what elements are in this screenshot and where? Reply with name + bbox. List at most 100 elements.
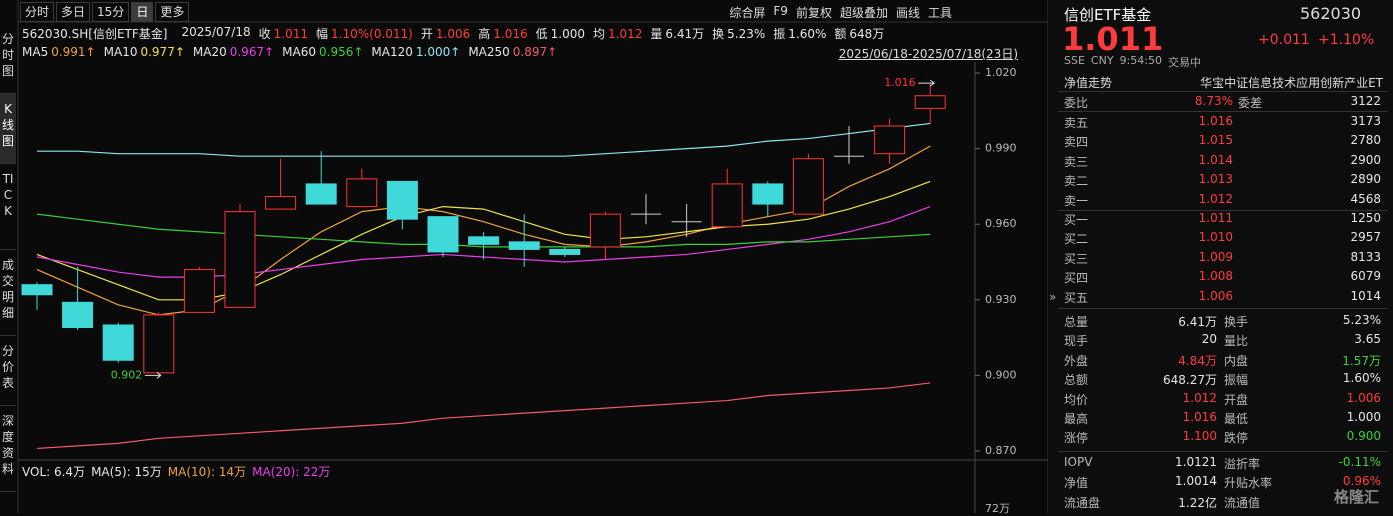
y-tick-label: 0.960 xyxy=(985,217,1017,230)
stat-label: 总量 xyxy=(1064,315,1089,329)
ma-value: 0.897↑ xyxy=(512,45,558,59)
book-volume: 3173 xyxy=(1350,114,1381,128)
info-item: 额 648万 xyxy=(834,25,884,42)
candle-body xyxy=(792,158,824,215)
book-volume: 4568 xyxy=(1350,191,1381,206)
book-volume: 1250 xyxy=(1350,211,1381,225)
book-label: 买三 xyxy=(1064,251,1089,266)
tab-button[interactable]: 日 xyxy=(131,2,154,22)
volume-legend-item: MA(10): 14万 xyxy=(167,465,247,479)
candle-body xyxy=(102,324,134,361)
stat-label: 升贴水率 xyxy=(1224,476,1273,491)
info-value: 1.10%(0.011) xyxy=(331,27,413,41)
stat-label: 最低 xyxy=(1224,412,1249,426)
status-item: 9:54:50 xyxy=(1119,54,1162,67)
y-tick-label: 0.900 xyxy=(985,368,1017,381)
stat-value: -0.11% xyxy=(1338,455,1381,469)
info-row: 562030.SH[信创ETF基金] 2025/07/18 收 1.011 幅 1.10%… xyxy=(22,25,884,42)
candle-body xyxy=(265,196,297,210)
stat-value: 0.900 xyxy=(1346,429,1381,444)
separator xyxy=(1058,210,1388,211)
side-tab[interactable]: K线图 xyxy=(0,94,16,164)
stat-label: 跌停 xyxy=(1224,431,1249,446)
candle-body xyxy=(874,125,906,155)
arrow xyxy=(144,371,162,379)
collapse-arrow[interactable]: » xyxy=(1049,290,1057,304)
tool-button[interactable]: 综合屏 xyxy=(729,6,766,20)
tool-button[interactable]: 画线 xyxy=(895,6,920,20)
ma-line xyxy=(37,122,931,157)
candle-body xyxy=(21,284,53,296)
separator xyxy=(1058,451,1388,452)
tab-button[interactable]: 多日 xyxy=(56,2,91,22)
side-tab[interactable]: 成交明细 xyxy=(0,250,16,336)
book-label: 卖五 xyxy=(1064,116,1089,130)
ma-name: MA120 xyxy=(371,45,413,59)
side-tab[interactable]: 深度资料 xyxy=(0,406,16,492)
ma-value: 1.000↑ xyxy=(415,45,461,59)
info-item: 量 6.41万 xyxy=(650,25,704,42)
info-item: 开 1.006 xyxy=(421,25,470,42)
candle-body xyxy=(711,183,743,228)
arrow xyxy=(918,79,936,87)
side-tab[interactable]: 分价表 xyxy=(0,336,16,406)
stat-value: 20 xyxy=(1201,332,1217,347)
y-tick-label: 0.930 xyxy=(985,293,1017,306)
info-label: 额 xyxy=(834,27,847,41)
info-item: 高 1.016 xyxy=(478,25,527,42)
stat-label: 内盘 xyxy=(1224,353,1249,368)
kline-chart: 1.020 0.990 0.960 0.930 0.900 0.870 1.016 0.902 xyxy=(17,0,1048,513)
tool-button[interactable]: 超级叠加 xyxy=(839,6,888,20)
ma-name: MA5 xyxy=(22,45,49,59)
price-pct: +1.10% xyxy=(1318,32,1375,48)
book-label: 买二 xyxy=(1064,232,1089,247)
panel-tab[interactable]: 华宝中证信息技术应用创新产业ET xyxy=(1200,76,1383,90)
tool-button[interactable]: 工具 xyxy=(927,6,952,20)
tab-button[interactable]: 分时 xyxy=(20,2,55,22)
candle-body xyxy=(386,180,418,220)
stat-value: 1.012 xyxy=(1182,390,1217,405)
book-volume: 2890 xyxy=(1350,172,1381,187)
ma-legend-item: MA10 0.977↑ xyxy=(104,45,185,59)
tab-button[interactable]: 15分 xyxy=(92,2,130,22)
side-tab[interactable]: TICK xyxy=(0,164,16,250)
info-label: 收 xyxy=(258,27,271,41)
info-value: 1.006 xyxy=(435,27,471,41)
info-value: 1.60% xyxy=(788,27,827,41)
stat-value: 3.65 xyxy=(1354,332,1381,347)
stat-value: 1.016 xyxy=(1182,410,1217,424)
stat-value: 5.23% xyxy=(1342,313,1381,327)
ma-value: 0.991↑ xyxy=(51,45,96,59)
stat-label: 量比 xyxy=(1224,334,1249,349)
ma-line xyxy=(36,382,931,450)
tool-button[interactable]: 前复权 xyxy=(795,6,832,20)
y-tick-label: 0.990 xyxy=(985,142,1017,155)
side-tab[interactable]: 分时图 xyxy=(0,24,16,94)
stat-value: 1.100 xyxy=(1182,429,1217,444)
tab-button[interactable]: 更多 xyxy=(155,2,190,22)
candle-body xyxy=(346,178,378,208)
value: 8.73% xyxy=(1194,94,1233,108)
volume-legend-item: VOL: 6.4万 xyxy=(22,465,86,479)
stat-label: 流通盘 xyxy=(1064,495,1101,510)
info-label: 开 xyxy=(420,27,433,41)
ma-name: MA10 xyxy=(103,45,138,59)
ma-legend-item: MA250 0.897↑ xyxy=(468,45,557,59)
book-volume: 2957 xyxy=(1350,230,1381,245)
ma-legend-item: MA120 1.000↑ xyxy=(371,45,460,59)
security-code: 562030.SH[信创ETF基金] xyxy=(22,27,168,41)
stat-value: 1.000 xyxy=(1346,410,1381,424)
ma-legend-item: MA20 0.967↑ xyxy=(193,45,274,59)
label: 委比 xyxy=(1064,96,1089,110)
book-price: 1.012 xyxy=(1198,191,1233,206)
book-price: 1.009 xyxy=(1198,249,1233,264)
tool-button[interactable]: F9 xyxy=(773,4,788,18)
ma-value: 0.977↑ xyxy=(140,45,185,59)
panel-tab[interactable]: 净值走势 xyxy=(1064,76,1113,90)
book-price: 1.014 xyxy=(1198,152,1233,167)
book-label: 卖四 xyxy=(1064,135,1089,150)
info-label: 均 xyxy=(592,27,605,41)
stat-label: 开盘 xyxy=(1224,392,1249,407)
book-price: 1.015 xyxy=(1198,133,1233,148)
